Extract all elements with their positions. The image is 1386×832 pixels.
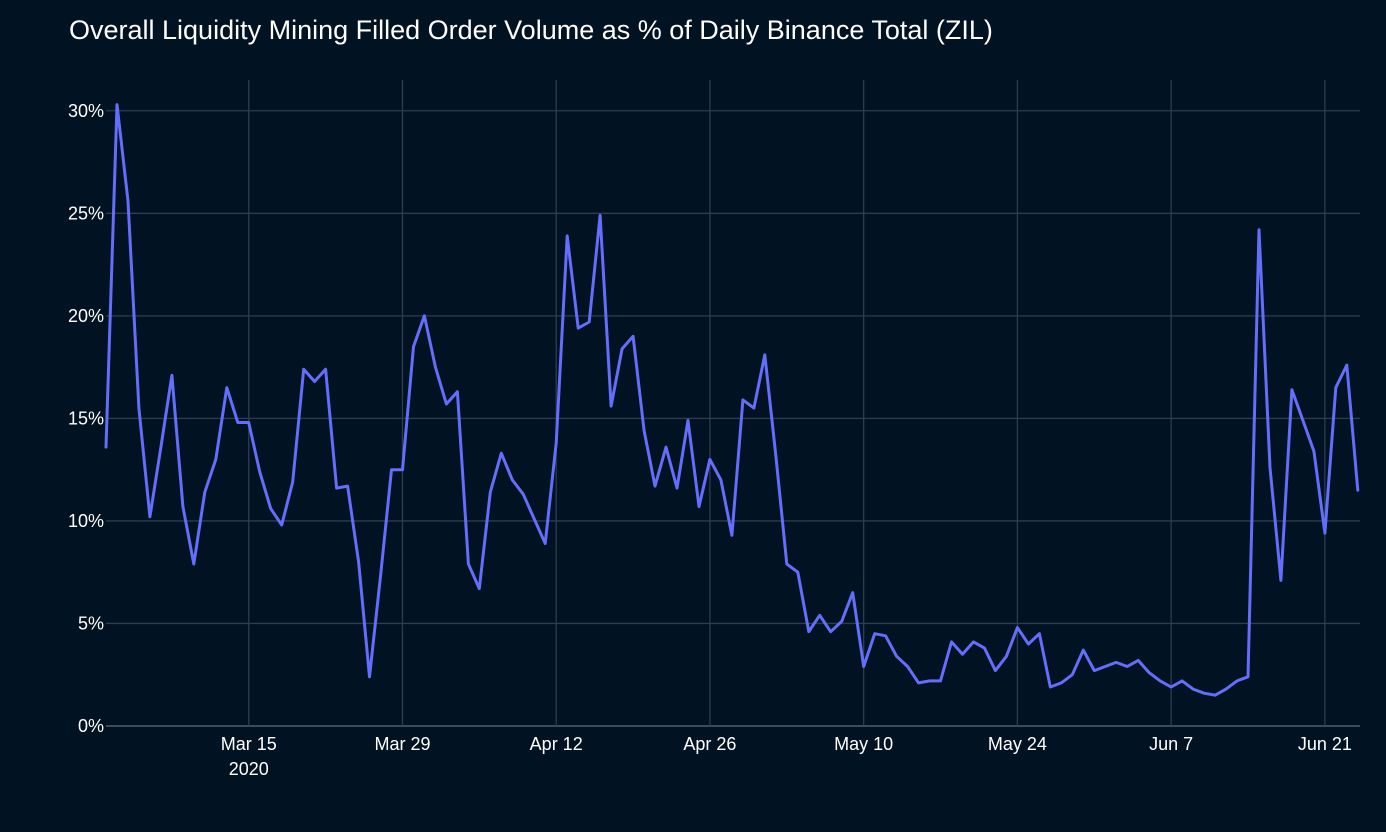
x-tick-label: Mar 29 <box>374 734 430 754</box>
y-gridlines <box>106 110 1360 727</box>
y-tick-label: 10% <box>68 511 104 531</box>
x-tick-label: May 10 <box>834 734 893 754</box>
y-tick-label: 25% <box>68 203 104 223</box>
x-tick-label: Jun 7 <box>1149 734 1193 754</box>
y-tick-label: 20% <box>68 306 104 326</box>
y-axis: 0% 5% 10% 15% 20% 25% 30% <box>68 101 104 736</box>
x-tick-year-label: 2020 <box>229 759 269 779</box>
chart-title: Overall Liquidity Mining Filled Order Vo… <box>69 15 993 45</box>
x-gridlines <box>248 80 1326 726</box>
x-tick-label: Apr 12 <box>530 734 583 754</box>
x-tick-label: Mar 15 <box>221 734 277 754</box>
y-tick-label: 30% <box>68 101 104 121</box>
y-tick-label: 0% <box>78 716 104 736</box>
x-axis: Mar 15 2020 Mar 29 Apr 12 Apr 26 May 10 May 24… <box>221 734 1352 779</box>
series-line[interactable] <box>104 103 1360 697</box>
x-tick-label: Apr 26 <box>683 734 736 754</box>
y-tick-label: 5% <box>78 613 104 633</box>
x-tick-label: May 24 <box>988 734 1047 754</box>
series-layer[interactable] <box>104 103 1360 697</box>
y-tick-label: 15% <box>68 408 104 428</box>
x-tick-label: Jun 21 <box>1298 734 1352 754</box>
